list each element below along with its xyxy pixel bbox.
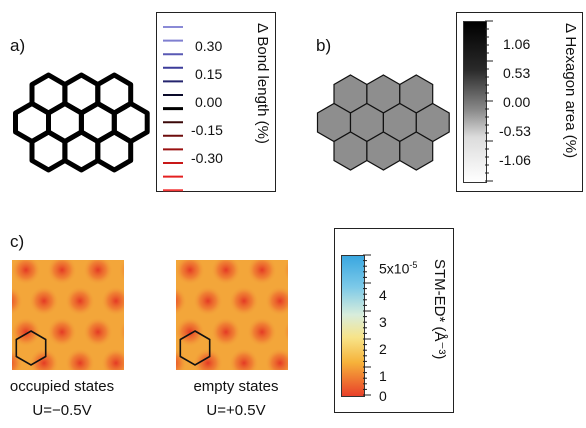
density-spot (283, 320, 288, 344)
hexagon-area-gradient (463, 21, 487, 183)
density-spot (12, 317, 41, 347)
occupied-states-caption: occupied states (9, 378, 115, 395)
density-spot (209, 224, 239, 254)
bond-length-color-lines (163, 26, 183, 192)
density-spot (301, 410, 331, 428)
empty-states-caption: empty states (193, 378, 279, 395)
density-spot (119, 320, 124, 344)
density-spot (139, 317, 169, 347)
density-spot (29, 224, 59, 254)
bond-length-colorbar: 0.30 0.15 0.00 -0.15 -0.30 Δ Bond length… (156, 12, 276, 192)
bond-tick: 0.00 (195, 94, 223, 110)
density-spot (173, 224, 203, 254)
density-spot (12, 260, 41, 285)
panel-a-label: a) (10, 36, 26, 55)
unit-cell-hexagon (179, 330, 211, 366)
stm-tick: 1 (379, 368, 387, 384)
density-spot (83, 317, 113, 347)
density-spot (12, 348, 23, 370)
occupied-states-map (0, 224, 239, 428)
hexagon-cell (399, 131, 434, 171)
hexagon-tick: 1.06 (503, 36, 531, 52)
density-spot (176, 348, 187, 370)
density-spot (0, 224, 23, 254)
density-spot (211, 260, 241, 285)
density-spot (211, 317, 241, 347)
density-spot (0, 317, 5, 347)
stm-ed-colorbar: 5x10-5 4 3 2 1 0 STM-ED* (Å⁻³) (334, 228, 454, 413)
stm-ed-axis-label: STM-ED* (Å⁻³) (431, 259, 448, 360)
density-spot (283, 260, 288, 282)
density-spot (65, 348, 95, 370)
density-spot (176, 286, 187, 316)
hexagon-area-colorbar: 1.06 0.53 0.00 -0.53 -1.06 Δ Hexagon are… (456, 12, 583, 192)
hexagon-tick: -0.53 (499, 123, 531, 139)
density-spot (101, 348, 124, 370)
density-spot (47, 260, 77, 285)
density-spot (29, 348, 59, 370)
density-spot (229, 224, 259, 254)
density-spot (65, 286, 95, 316)
stm-tick: 4 (379, 287, 387, 303)
bond-tick: 0.15 (195, 66, 223, 82)
density-spot (0, 255, 5, 285)
density-spot (139, 255, 169, 285)
stm-tick: 5x10-5 (379, 260, 418, 277)
density-spot (193, 348, 223, 370)
density-spot (193, 286, 223, 316)
panel-c-label: c) (10, 232, 25, 251)
stm-tick: 3 (379, 314, 387, 330)
density-spot (137, 224, 167, 254)
hexagon-tick: -1.06 (499, 152, 531, 168)
unit-cell-hexagon (15, 330, 47, 366)
hexagon-tick: 0.00 (503, 94, 531, 110)
density-spot (119, 260, 124, 282)
density-spot (139, 379, 169, 409)
hexagon-area-minor-ticks (485, 20, 493, 182)
stm-tick: 0 (379, 388, 387, 404)
occupied-states-bias: U=−0.5V (32, 402, 92, 419)
density-spot (247, 260, 277, 285)
density-spot (65, 224, 95, 254)
density-spot (193, 224, 223, 254)
density-spot (176, 317, 205, 347)
stm-ed-minor-ticks (363, 254, 371, 396)
empty-states-map (139, 224, 331, 428)
hexagon-tick: 0.53 (503, 65, 531, 81)
density-spot (265, 286, 288, 316)
hexagon-ring (95, 129, 134, 173)
density-spot (157, 224, 187, 254)
density-spot (301, 286, 331, 316)
density-spot (301, 224, 331, 254)
empty-states-bias: U=+0.5V (206, 402, 266, 419)
density-spot (29, 286, 59, 316)
density-spot (229, 286, 259, 316)
density-spot (137, 286, 167, 316)
density-spot (176, 260, 205, 285)
density-spot (247, 317, 277, 347)
bond-tick: -0.30 (191, 150, 223, 166)
density-spot (137, 348, 167, 378)
density-spot (265, 224, 295, 254)
bond-tick: -0.15 (191, 122, 223, 138)
density-spot (301, 348, 331, 378)
panel-b-label: b) (316, 36, 332, 55)
bond-tick: 0.30 (195, 38, 223, 54)
density-spot (229, 348, 259, 370)
density-spot (101, 224, 131, 254)
density-spot (265, 348, 288, 370)
density-spot (83, 260, 113, 285)
density-spot (12, 286, 23, 316)
stm-tick: 2 (379, 341, 387, 357)
density-spot (137, 410, 167, 428)
density-spot (47, 317, 77, 347)
density-spot (101, 286, 124, 316)
stm-ed-gradient (341, 255, 365, 397)
